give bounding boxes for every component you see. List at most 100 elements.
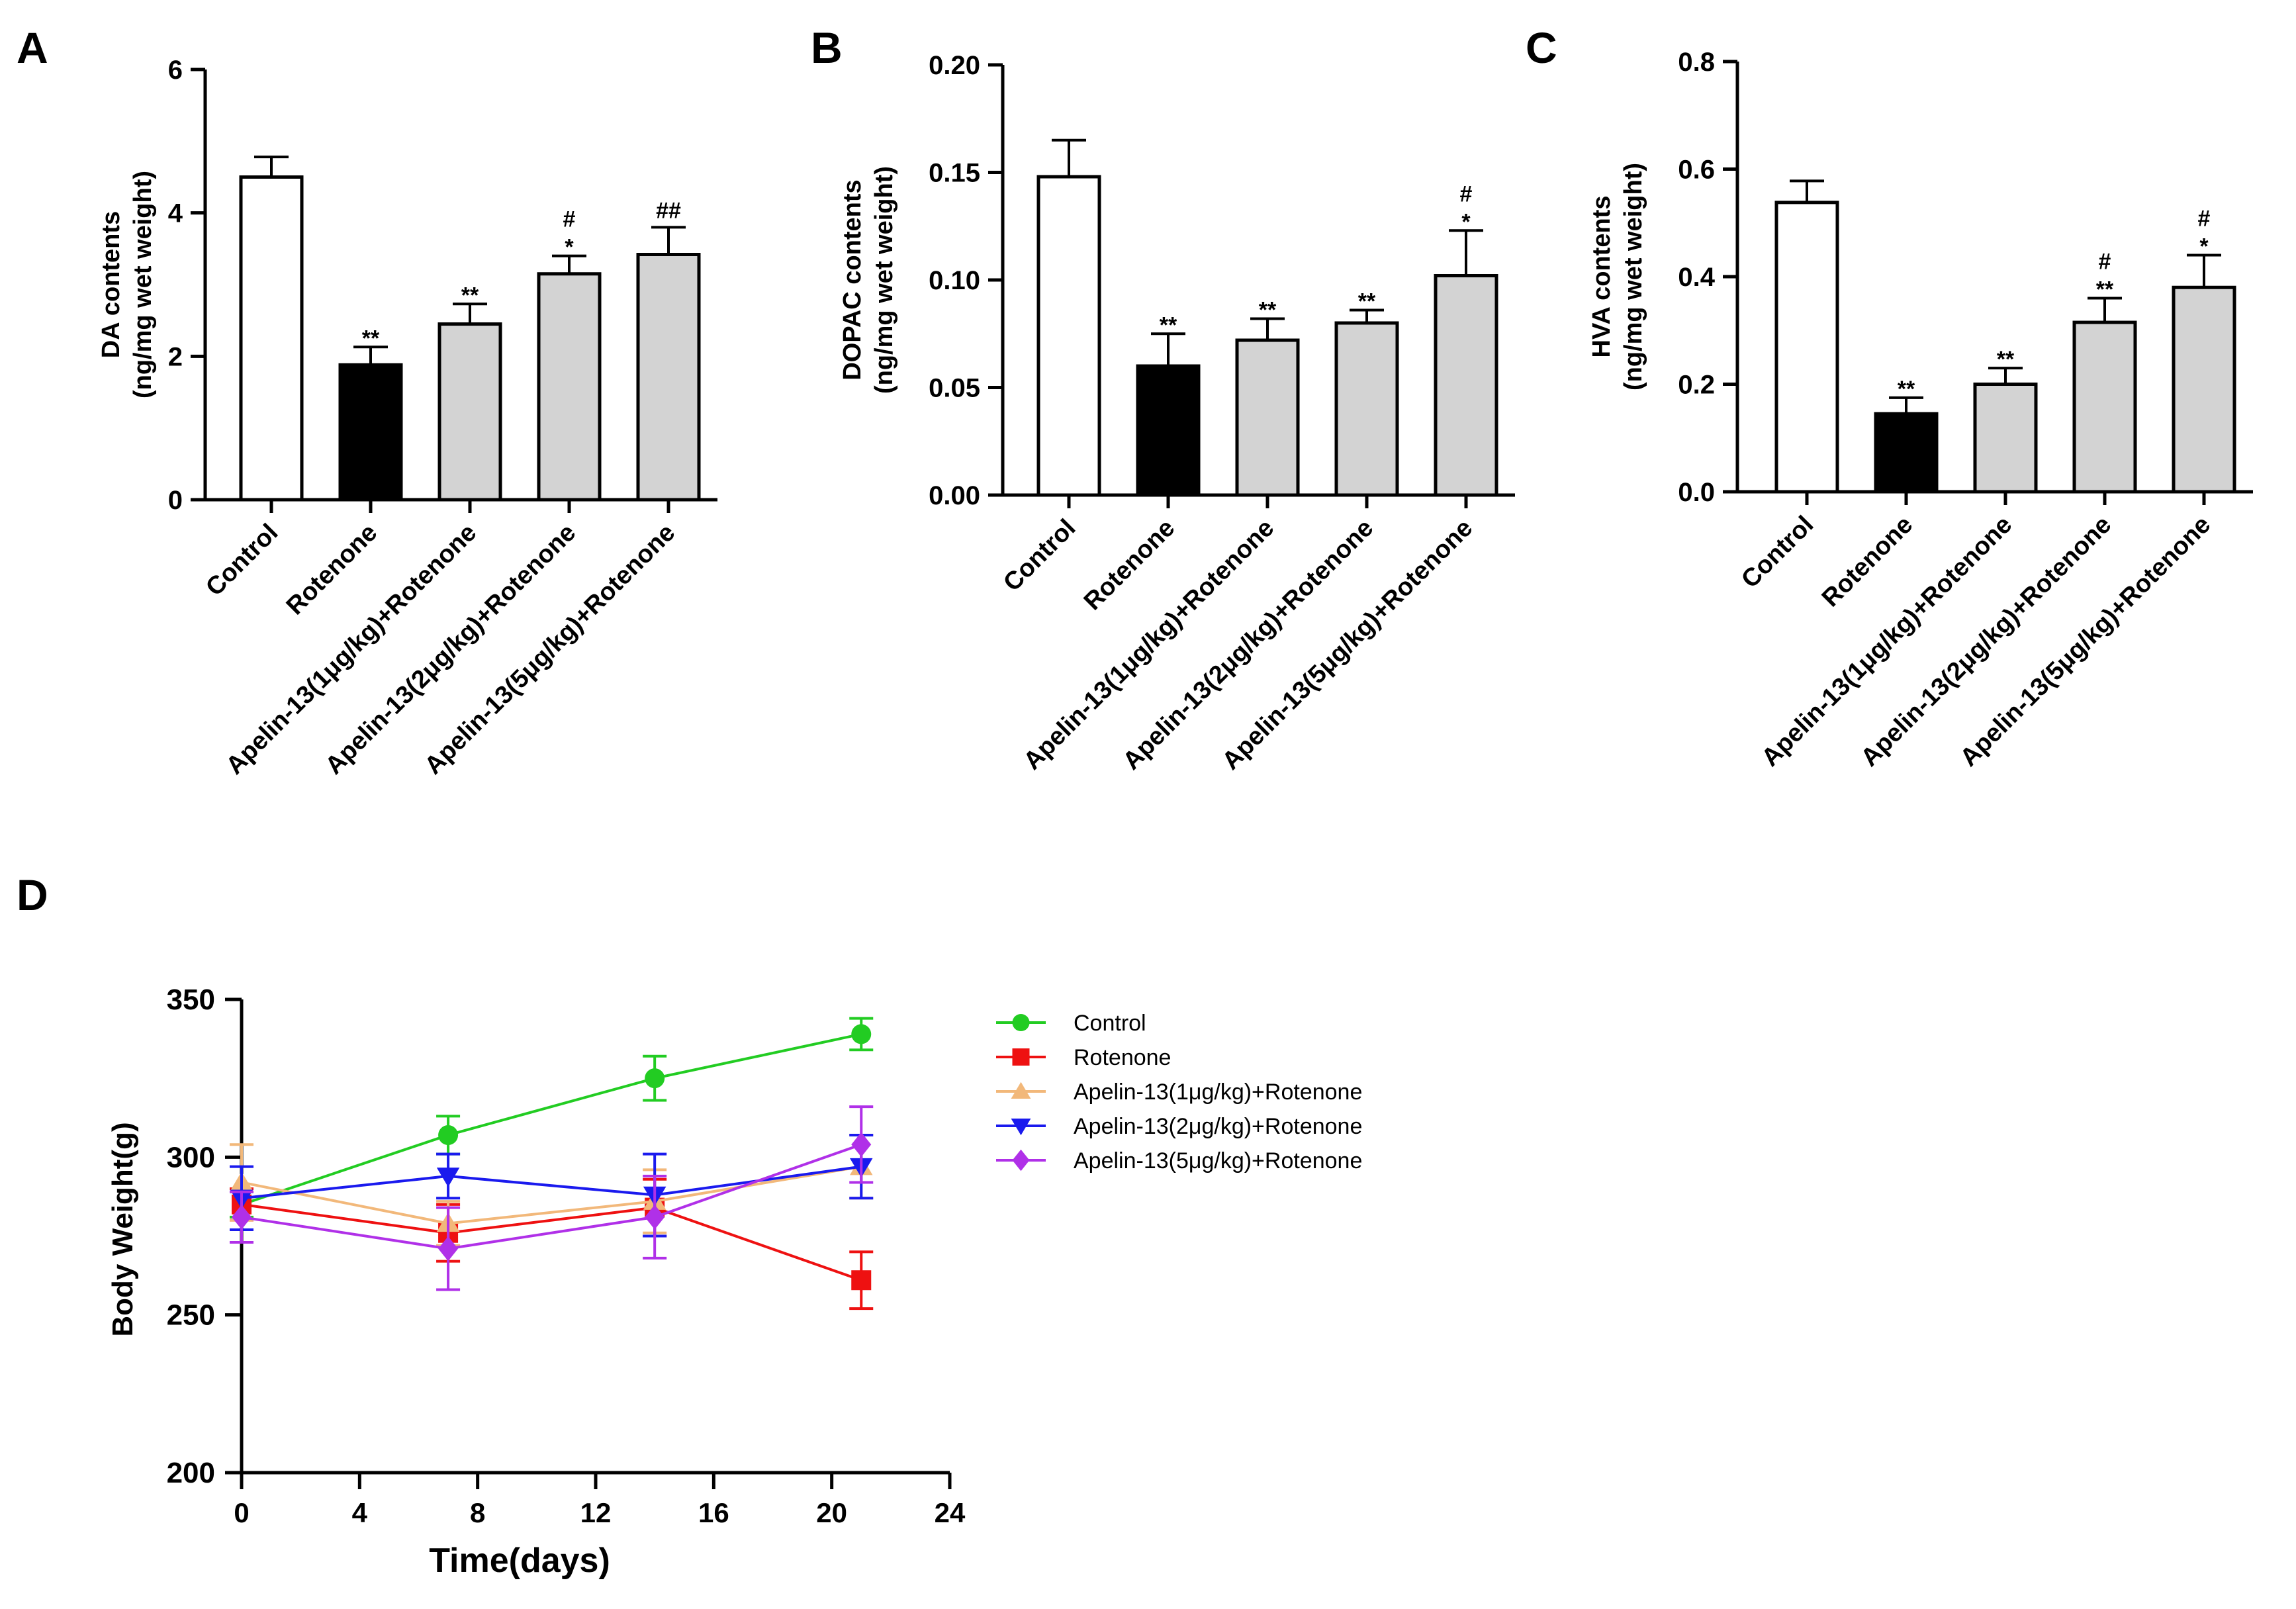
x-tick-label: 8	[470, 1497, 485, 1528]
y-axis-label: HVA contents	[1588, 196, 1616, 358]
legend-item: Control	[996, 1011, 1146, 1036]
bar	[338, 363, 403, 502]
x-tick-label: 12	[580, 1497, 612, 1528]
y-tick-label: 0.00	[929, 481, 980, 510]
significance-mark: **	[1997, 347, 2015, 372]
y-tick-label: 0.10	[929, 266, 980, 295]
series-line	[241, 1143, 862, 1250]
y-tick-label: 0.0	[1678, 478, 1715, 507]
bar	[537, 272, 602, 502]
panel-b: B 0.00 0.05 0.10 0.15 0.20 DOPAC contents (ng/m…	[811, 23, 1515, 775]
y-tick-label: 0.15	[929, 159, 980, 188]
data-point	[851, 1132, 872, 1158]
series-line	[241, 1033, 862, 1206]
panel-a: A 0 2 4 6 DA contents (ng/mg wet weight) Contro…	[17, 23, 717, 780]
y-tick-label: 0.05	[929, 374, 980, 403]
legend-marker	[1012, 1149, 1030, 1172]
y-tick-label: 0.8	[1678, 48, 1715, 77]
y-tick-label: 0.6	[1678, 156, 1715, 185]
category-label: Control	[998, 514, 1081, 597]
significance-mark: *	[2199, 234, 2209, 259]
bar	[1874, 412, 1939, 494]
significance-mark: #	[2198, 207, 2211, 232]
y-tick-label: 250	[167, 1299, 215, 1332]
legend-marker	[1011, 1081, 1031, 1099]
y-axis-label: DOPAC contents	[839, 179, 866, 380]
bar	[1973, 383, 2038, 494]
significance-mark: **	[1259, 298, 1277, 323]
legend: Control Rotenone Apelin-13(1μg/kg)+Rotenon…	[996, 1011, 1362, 1173]
category-label: Rotenone	[281, 519, 383, 621]
y-axis-label-units: (ng/mg wet weight)	[1620, 163, 1647, 391]
y-tick-label: 0.2	[1678, 371, 1715, 400]
y-axis-label-units: (ng/mg wet weight)	[129, 171, 157, 398]
bar	[239, 175, 304, 502]
bar	[2172, 285, 2236, 494]
category-label: Control	[1736, 511, 1819, 594]
legend-marker	[1012, 1014, 1030, 1031]
x-tick-label: 4	[352, 1497, 368, 1528]
panel-letter: A	[17, 23, 48, 72]
y-tick-label: 0	[168, 486, 183, 515]
bar	[437, 322, 502, 502]
y-axis-label: Body Weight(g)	[107, 1122, 139, 1336]
data-point	[851, 1024, 872, 1044]
bar	[1235, 338, 1300, 497]
data-point	[851, 1270, 872, 1291]
significance-mark: #	[563, 207, 576, 232]
y-axis-label-units: (ng/mg wet weight)	[870, 166, 898, 394]
category-label: Control	[201, 519, 283, 602]
bar	[1036, 175, 1101, 497]
legend-label: Apelin-13(5μg/kg)+Rotenone	[1074, 1148, 1362, 1173]
data-point	[436, 1168, 460, 1187]
legend-marker	[1011, 1118, 1031, 1136]
legend-item: Apelin-13(2μg/kg)+Rotenone	[996, 1114, 1362, 1139]
series-line	[241, 1165, 862, 1225]
significance-mark: **	[362, 326, 380, 351]
data-point	[645, 1205, 665, 1230]
legend-label: Apelin-13(2μg/kg)+Rotenone	[1074, 1114, 1362, 1139]
y-tick-label: 300	[167, 1141, 215, 1173]
significance-mark: **	[1358, 289, 1376, 314]
significance-mark: **	[461, 283, 479, 308]
panel-letter: B	[811, 23, 843, 72]
legend-marker	[1012, 1048, 1030, 1066]
bar	[1774, 201, 1839, 494]
x-tick-label: 16	[698, 1497, 729, 1528]
x-tick-label: 20	[816, 1497, 847, 1528]
bar	[1434, 274, 1498, 497]
significance-mark: ##	[656, 198, 681, 223]
significance-mark: **	[2096, 277, 2114, 302]
series-line	[241, 1203, 862, 1282]
y-axis-label: DA contents	[97, 211, 125, 358]
panel-letter: D	[17, 870, 48, 919]
legend-item: Apelin-13(1μg/kg)+Rotenone	[996, 1080, 1362, 1105]
y-tick-label: 0.20	[929, 51, 980, 80]
category-label: Rotenone	[1079, 514, 1181, 616]
y-tick-label: 4	[168, 199, 183, 228]
y-tick-label: 2	[168, 342, 183, 371]
x-axis-label: Time(days)	[429, 1541, 610, 1580]
data-point	[438, 1236, 459, 1262]
legend-item: Rotenone	[996, 1045, 1171, 1070]
legend-label: Control	[1074, 1011, 1146, 1036]
y-tick-label: 200	[167, 1457, 215, 1489]
bar	[1334, 321, 1399, 497]
legend-label: Apelin-13(1μg/kg)+Rotenone	[1074, 1080, 1362, 1105]
data-point	[438, 1125, 459, 1145]
series-0	[230, 1017, 874, 1218]
category-label: Rotenone	[1817, 511, 1919, 613]
x-tick-label: 24	[935, 1497, 966, 1528]
y-tick-label: 350	[167, 984, 215, 1016]
data-point	[645, 1068, 665, 1089]
bar	[636, 253, 701, 502]
x-tick-label: 0	[234, 1497, 249, 1528]
panel-d: D 200 250 300 350 0 4 8 12 16 20 24 Time(days) Body W…	[17, 870, 1362, 1580]
legend-item: Apelin-13(5μg/kg)+Rotenone	[996, 1148, 1362, 1173]
significance-mark: *	[565, 235, 574, 260]
data-point	[232, 1205, 252, 1230]
legend-label: Rotenone	[1074, 1045, 1171, 1070]
significance-mark: *	[1461, 209, 1471, 234]
significance-mark: **	[1160, 312, 1177, 338]
